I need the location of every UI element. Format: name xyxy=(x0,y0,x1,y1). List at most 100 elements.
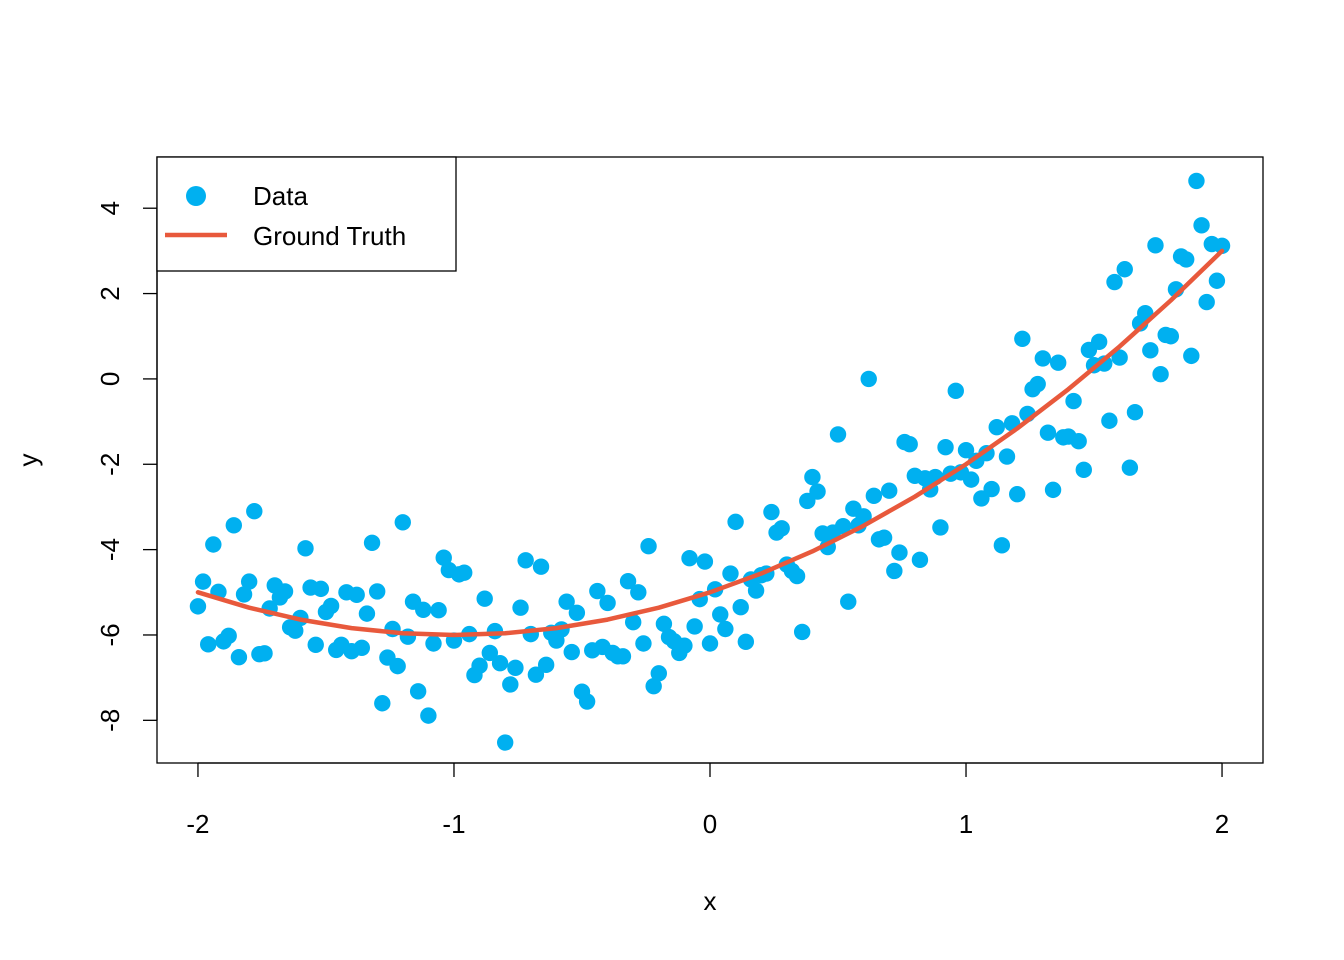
data-point xyxy=(962,471,980,488)
data-point xyxy=(589,582,606,600)
data-point xyxy=(681,549,698,567)
legend-label-ground-truth: Ground Truth xyxy=(253,221,406,251)
data-point xyxy=(389,657,406,675)
data-point xyxy=(1096,355,1113,372)
data-point xyxy=(619,573,637,590)
data-point xyxy=(1193,217,1210,234)
data-point xyxy=(1044,481,1062,499)
data-point xyxy=(312,580,330,598)
data-point xyxy=(1029,375,1046,393)
data-point xyxy=(804,468,821,486)
x-tick-label: -1 xyxy=(442,809,465,839)
data-point xyxy=(732,599,749,616)
data-point xyxy=(486,622,504,640)
data-point xyxy=(240,573,258,590)
y-tick-label: -8 xyxy=(95,709,125,732)
data-point xyxy=(840,593,857,610)
data-point xyxy=(829,426,847,443)
data-point xyxy=(578,693,596,710)
data-point xyxy=(532,558,550,575)
legend-marker-data xyxy=(186,186,206,206)
data-point xyxy=(1152,366,1169,383)
data-point xyxy=(1075,461,1092,479)
data-point xyxy=(220,627,237,645)
y-tick-label: 4 xyxy=(95,201,125,215)
data-point xyxy=(624,613,642,631)
data-point xyxy=(568,604,586,621)
data-point xyxy=(727,513,744,531)
data-point xyxy=(932,519,949,536)
data-point xyxy=(363,534,381,551)
data-point xyxy=(537,656,555,674)
data-point xyxy=(1039,424,1057,441)
legend-box xyxy=(156,156,457,272)
data-point xyxy=(1034,350,1052,367)
data-point xyxy=(793,623,811,641)
data-point xyxy=(456,564,473,581)
data-point xyxy=(415,601,432,618)
data-point xyxy=(200,636,217,653)
data-point xyxy=(1177,251,1195,268)
data-point xyxy=(507,659,524,677)
y-tick-label: -2 xyxy=(95,453,125,476)
data-point xyxy=(1183,347,1200,365)
data-point xyxy=(496,734,514,751)
data-point xyxy=(1014,330,1031,347)
x-tick-label: 1 xyxy=(959,809,973,839)
data-point xyxy=(435,549,452,566)
x-tick-label: 2 xyxy=(1215,809,1229,839)
data-point xyxy=(655,615,673,633)
data-point xyxy=(614,648,632,665)
data-point xyxy=(368,583,386,600)
data-point xyxy=(358,605,376,622)
data-point xyxy=(717,620,734,638)
data-point xyxy=(650,665,667,682)
data-point xyxy=(374,695,391,712)
data-point xyxy=(676,637,693,654)
data-point xyxy=(1126,404,1144,421)
data-point xyxy=(891,544,908,561)
data-point xyxy=(256,645,273,662)
data-point xyxy=(430,602,447,619)
legend-label-data: Data xyxy=(253,181,308,211)
data-point xyxy=(881,482,898,499)
data-point xyxy=(1162,328,1180,345)
data-point xyxy=(773,520,790,537)
data-point xyxy=(476,590,493,607)
data-point xyxy=(276,583,294,600)
y-tick-label: 0 xyxy=(95,372,125,386)
y-axis: -8 -6 -4 -2 0 2 4 xyxy=(95,201,158,732)
data-point xyxy=(420,707,437,724)
data-point xyxy=(993,537,1011,554)
data-point xyxy=(517,552,534,569)
data-point xyxy=(353,639,371,656)
data-point xyxy=(1142,342,1159,359)
data-point xyxy=(1188,172,1205,190)
data-point xyxy=(686,618,703,635)
data-point xyxy=(983,480,1000,498)
data-point xyxy=(696,553,714,570)
data-point xyxy=(1065,392,1082,410)
data-point xyxy=(481,644,499,662)
data-point xyxy=(947,382,964,400)
data-point xyxy=(701,635,719,652)
data-point xyxy=(409,683,427,700)
data-point xyxy=(1147,237,1164,254)
data-point xyxy=(194,573,212,590)
data-point xyxy=(1106,273,1123,291)
ground-truth-line xyxy=(195,248,1225,638)
data-point xyxy=(394,514,411,531)
data-point xyxy=(297,540,314,557)
data-point xyxy=(901,436,918,453)
data-point xyxy=(189,598,207,615)
data-point xyxy=(630,584,647,601)
data-point xyxy=(1208,272,1226,289)
data-point xyxy=(1111,349,1128,366)
data-point xyxy=(737,633,755,650)
data-point xyxy=(860,370,877,388)
x-tick-label: -2 xyxy=(186,809,209,839)
data-point xyxy=(558,593,575,610)
legend: Data Ground Truth xyxy=(156,156,457,272)
y-tick-label: -4 xyxy=(95,538,125,561)
